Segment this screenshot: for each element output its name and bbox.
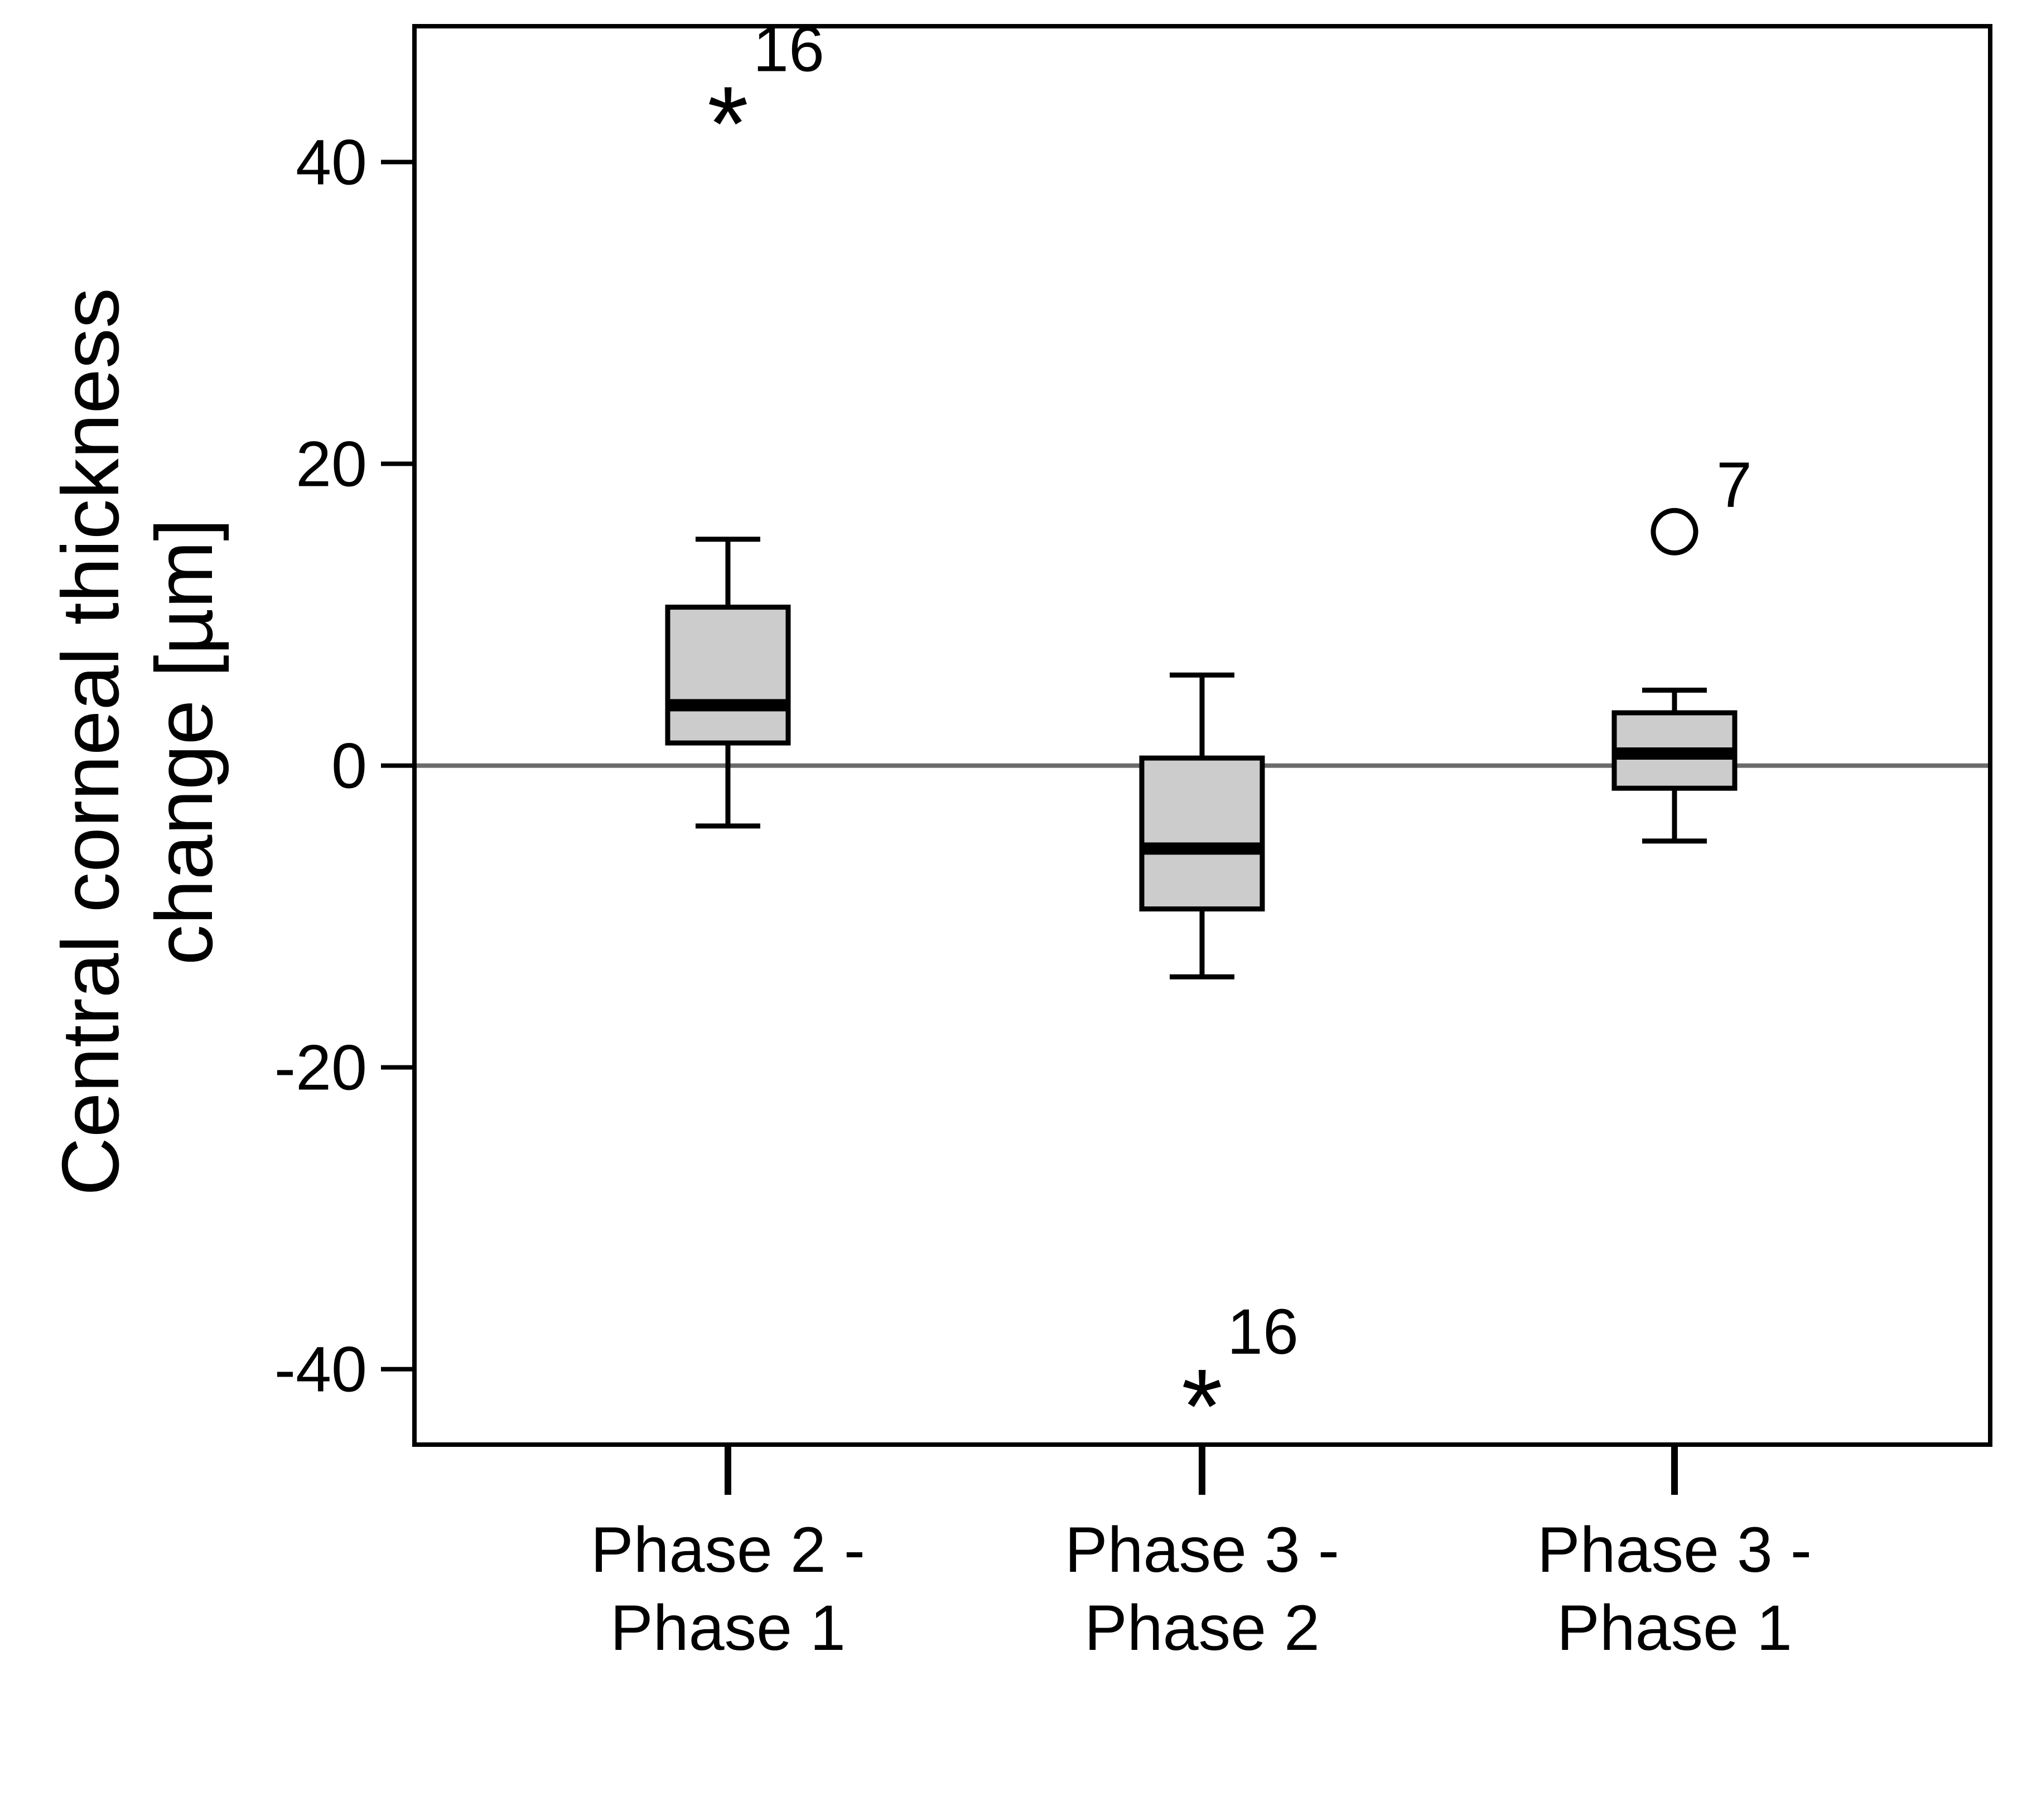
box-layer — [665, 605, 1738, 912]
y-tick-label: -40 — [274, 1334, 367, 1406]
iqr-box — [1139, 755, 1265, 912]
y-axis-ticks: -40 -20 0 20 40 — [274, 127, 414, 1406]
x-tick-label: Phase 3 - — [1537, 1514, 1812, 1586]
outlier-case-label: 7 — [1716, 449, 1752, 520]
y-tick-label: 40 — [296, 127, 367, 198]
y-tick-label: 20 — [296, 429, 367, 500]
x-tick-label: Phase 2 - — [591, 1514, 865, 1586]
x-tick-label: Phase 1 — [610, 1592, 846, 1664]
outlier-layer: *16*167 — [707, 13, 1752, 1466]
y-tick-label: 0 — [331, 731, 367, 802]
y-axis-label-line-2: change [µm] — [139, 519, 229, 965]
y-axis-label-line-1: Central corneal thickness — [45, 288, 136, 1196]
y-tick-label: -20 — [274, 1032, 367, 1104]
y-axis-label: Central corneal thickness change [µm] — [45, 288, 229, 1196]
iqr-box — [665, 605, 791, 746]
x-tick-label: Phase 1 — [1557, 1592, 1792, 1664]
outlier-case-label: 16 — [1227, 1296, 1299, 1368]
whisker-layer — [696, 537, 1707, 979]
x-tick-label: Phase 3 - — [1065, 1514, 1339, 1586]
x-tick-label: Phase 2 — [1084, 1592, 1320, 1664]
extreme-outlier-star: * — [707, 65, 749, 183]
outlier-circle — [1651, 508, 1698, 556]
